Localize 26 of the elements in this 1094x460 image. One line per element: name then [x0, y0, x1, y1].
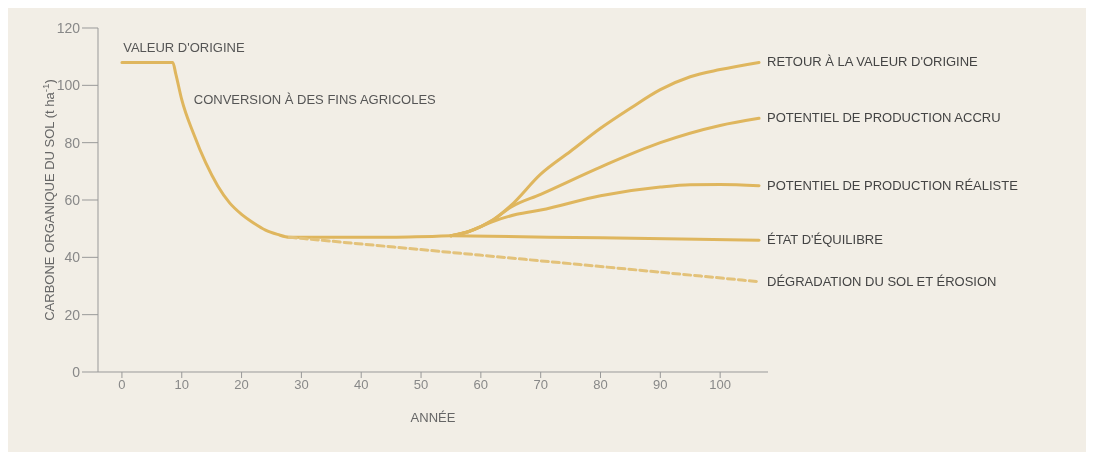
x-tick-label: 50	[413, 377, 429, 393]
y-tick-label: 100	[56, 77, 81, 94]
y-tick-label: 80	[64, 134, 81, 151]
series-label: DÉGRADATION DU SOL ET ÉROSION	[767, 273, 997, 289]
series-label: POTENTIEL DE PRODUCTION RÉALISTE	[767, 177, 1019, 193]
x-tick-label: 90	[653, 377, 668, 393]
x-axis-title: ANNÉE	[410, 410, 456, 425]
y-tick-label: 0	[72, 363, 81, 380]
x-tick-label: 40	[353, 377, 369, 393]
series-label: POTENTIEL DE PRODUCTION ACCRU	[767, 110, 1001, 126]
x-tick-label: 80	[593, 377, 608, 393]
x-tick-label: 70	[533, 377, 548, 393]
x-tick-label: 30	[294, 377, 309, 393]
annotation: CONVERSION À DES FINS AGRICOLES	[193, 92, 437, 108]
series-label: RETOUR À LA VALEUR D'ORIGINE	[767, 54, 979, 70]
y-tick-label: 20	[64, 306, 81, 323]
y-tick-label: 120	[56, 19, 81, 36]
x-tick-label: 0	[118, 377, 126, 393]
y-tick-label: 60	[64, 191, 81, 208]
x-tick-label: 60	[473, 377, 489, 393]
x-tick-label: 10	[174, 377, 189, 393]
x-tick-label: 100	[709, 377, 731, 393]
x-tick-label: 20	[234, 377, 249, 393]
series-label: ÉTAT D'ÉQUILIBRE	[767, 232, 884, 248]
annotation: VALEUR D'ORIGINE	[123, 40, 245, 56]
y-tick-label: 40	[64, 249, 81, 266]
